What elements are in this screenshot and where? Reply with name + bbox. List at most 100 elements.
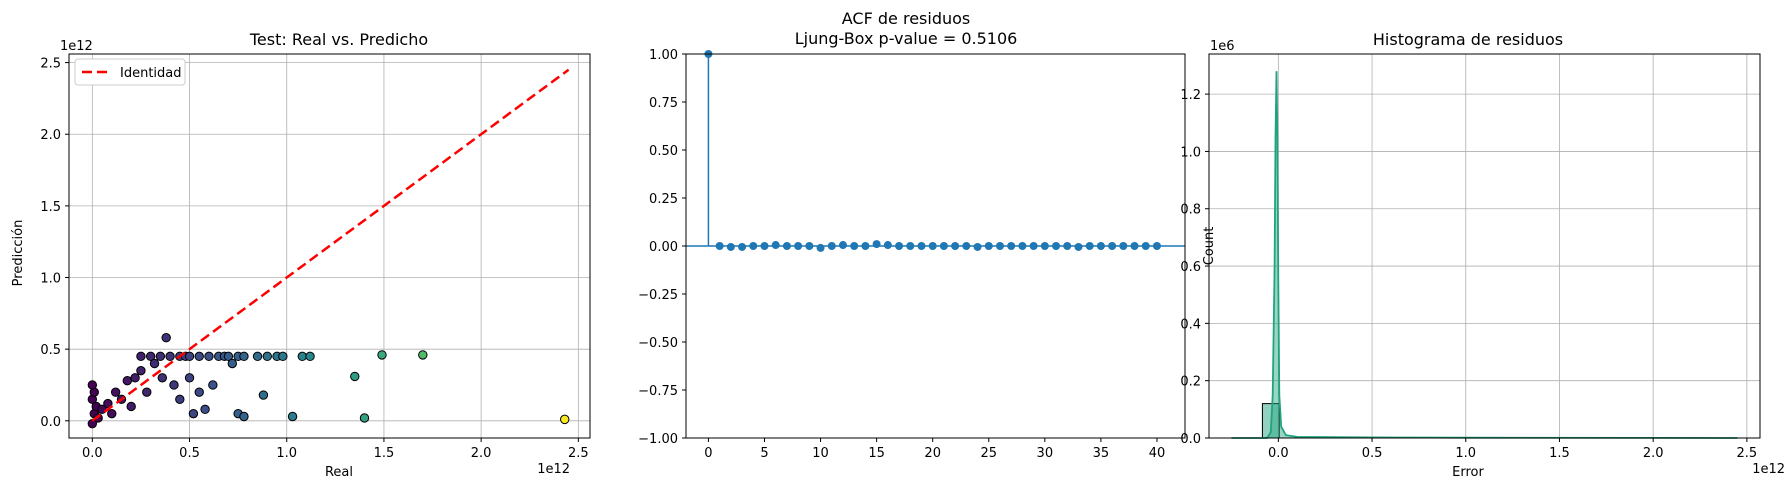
x-tick-label: 0.0 bbox=[1268, 446, 1289, 461]
x-tick-label: 20 bbox=[924, 446, 941, 461]
acf-marker bbox=[1007, 242, 1016, 250]
hist-frame bbox=[1208, 53, 1761, 439]
scatter-point bbox=[278, 351, 288, 362]
scatter-point bbox=[223, 351, 234, 362]
acf-marker bbox=[827, 242, 836, 250]
y-tick-label: 0.2 bbox=[1180, 375, 1201, 390]
scatter-point bbox=[252, 351, 263, 362]
y-tick-label: 0.4 bbox=[1180, 317, 1201, 332]
scatter-point bbox=[258, 390, 269, 400]
acf-marker bbox=[928, 242, 937, 250]
acf-marker bbox=[1152, 242, 1161, 250]
y-tick-label: −0.75 bbox=[638, 384, 678, 399]
scatter-frame bbox=[68, 53, 591, 439]
y-tick-label: 0.25 bbox=[649, 192, 678, 207]
scatter-point bbox=[350, 371, 360, 382]
histogram-panel: Histograma de residuos 1e6 1e12 Error Co… bbox=[1180, 30, 1785, 480]
x-tick-label: 10 bbox=[812, 446, 829, 461]
acf-marker bbox=[760, 242, 769, 250]
hist-y-offset: 1e6 bbox=[1210, 39, 1235, 54]
y-tick-label: 0.0 bbox=[1180, 432, 1201, 447]
y-tick-label: −0.25 bbox=[638, 288, 678, 303]
y-tick-label: 1.00 bbox=[649, 48, 678, 63]
scatter-point bbox=[145, 351, 156, 362]
scatter-title: Test: Real vs. Predicho bbox=[249, 30, 428, 49]
x-tick-label: 0.5 bbox=[1362, 446, 1383, 461]
x-tick-label: 1.0 bbox=[1455, 446, 1476, 461]
acf-title: ACF de residuos bbox=[842, 9, 970, 28]
hist-xlabel: Error bbox=[1452, 465, 1484, 480]
x-tick-label: 1.5 bbox=[1549, 446, 1570, 461]
acf-marker bbox=[872, 240, 881, 249]
x-tick-label: 5 bbox=[760, 446, 768, 461]
x-tick-label: 35 bbox=[1093, 446, 1110, 461]
y-tick-label: 2.5 bbox=[40, 57, 61, 72]
acf-marker bbox=[1141, 242, 1150, 250]
acf-marker bbox=[1040, 242, 1049, 250]
scatter-point bbox=[110, 387, 121, 397]
acf-marker bbox=[995, 242, 1004, 250]
scatter-point bbox=[305, 351, 315, 362]
scatter-point bbox=[262, 351, 272, 362]
scatter-point bbox=[122, 375, 133, 386]
y-tick-label: 1.0 bbox=[40, 272, 61, 287]
scatter-point bbox=[239, 411, 249, 422]
acf-frame bbox=[685, 53, 1186, 439]
scatter-point bbox=[169, 380, 179, 390]
scatter-legend: Identidad bbox=[74, 58, 186, 86]
acf-marker bbox=[1063, 242, 1072, 250]
acf-marker bbox=[1130, 242, 1139, 250]
scatter-point bbox=[239, 351, 249, 362]
acf-marker bbox=[794, 242, 803, 250]
scatter-y-offset: 1e12 bbox=[60, 39, 93, 54]
acf-subtitle: Ljung-Box p-value = 0.5106 bbox=[795, 29, 1018, 48]
scatter-point bbox=[149, 358, 160, 369]
scatter-point bbox=[161, 333, 171, 343]
scatter-point bbox=[194, 351, 204, 362]
scatter-point bbox=[194, 387, 204, 397]
y-tick-label: 0.5 bbox=[40, 343, 61, 358]
y-tick-label: 0.0 bbox=[40, 415, 61, 430]
scatter-point bbox=[359, 413, 370, 423]
scatter-panel: Test: Real vs. Predicho 1e12 1e12 Real P… bbox=[11, 30, 591, 480]
scatter-point bbox=[107, 408, 117, 419]
acf-marker bbox=[1018, 242, 1027, 250]
acf-marker bbox=[1108, 242, 1117, 250]
acf-marker bbox=[715, 242, 724, 250]
y-tick-label: 1.2 bbox=[1180, 88, 1201, 103]
x-tick-label: 25 bbox=[980, 446, 997, 461]
y-tick-label: 0.8 bbox=[1180, 203, 1201, 218]
x-tick-label: 2.0 bbox=[1643, 446, 1664, 461]
acf-marker bbox=[738, 242, 747, 251]
scatter-point bbox=[87, 380, 98, 390]
acf-marker bbox=[939, 242, 948, 250]
scatter-point bbox=[188, 408, 199, 419]
y-tick-label: −1.00 bbox=[638, 432, 678, 447]
scatter-point bbox=[184, 373, 195, 383]
acf-marker bbox=[1119, 242, 1128, 250]
y-tick-label: −0.50 bbox=[638, 336, 678, 351]
scatter-point bbox=[208, 380, 218, 390]
acf-marker bbox=[883, 241, 892, 250]
acf-panel: ACF de residuos Ljung-Box p-value = 0.51… bbox=[638, 9, 1186, 461]
scatter-point bbox=[175, 394, 185, 405]
acf-marker bbox=[726, 242, 735, 251]
acf-marker bbox=[984, 242, 993, 250]
y-tick-label: 0.00 bbox=[649, 240, 678, 255]
y-tick-label: 1.5 bbox=[40, 200, 61, 215]
legend-identity-label: Identidad bbox=[120, 66, 182, 81]
acf-marker bbox=[749, 242, 758, 250]
scatter-point bbox=[227, 358, 237, 369]
scatter-x-offset: 1e12 bbox=[537, 462, 570, 477]
acf-marker bbox=[861, 242, 870, 250]
acf-marker bbox=[1085, 242, 1094, 250]
y-tick-label: 2.0 bbox=[40, 128, 61, 143]
x-tick-label: 0 bbox=[704, 446, 712, 461]
y-tick-label: 0.6 bbox=[1180, 260, 1201, 275]
acf-marker bbox=[973, 242, 982, 251]
scatter-point bbox=[136, 365, 146, 376]
scatter-xlabel: Real bbox=[325, 465, 353, 480]
x-tick-label: 2.0 bbox=[471, 446, 492, 461]
